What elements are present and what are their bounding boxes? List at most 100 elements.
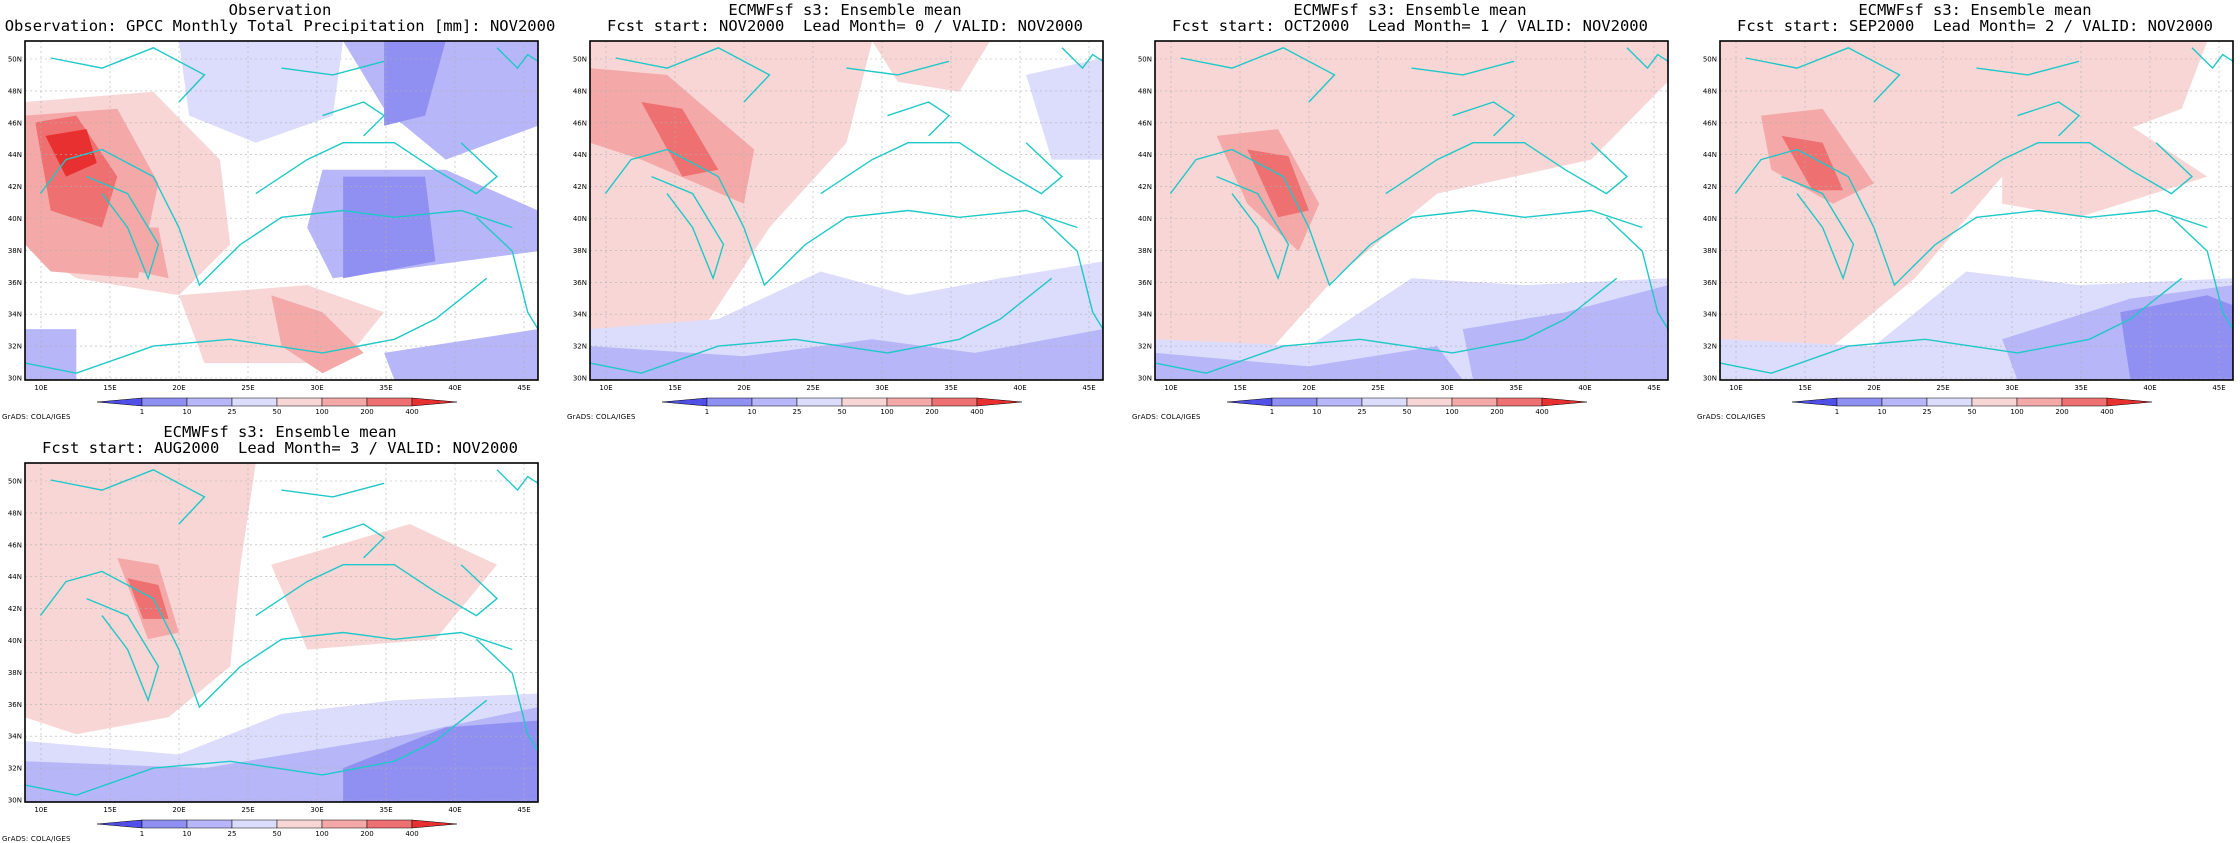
lon-tick-label: 35E [944, 384, 957, 392]
lat-tick-label: 32N [1138, 343, 1152, 351]
colorbar-label: 400 [1535, 408, 1548, 416]
lat-tick-label: 44N [573, 151, 587, 159]
colorbar-label: 200 [1490, 408, 1503, 416]
colorbar-label: 1 [705, 408, 709, 416]
colorbar-label: 50 [1403, 408, 1412, 416]
lat-tick-label: 30N [1138, 375, 1152, 383]
lon-tick-label: 10E [34, 384, 47, 392]
lon-tick-label: 45E [2212, 384, 2225, 392]
lat-tick-label: 46N [1703, 119, 1717, 127]
lat-tick-label: 42N [1703, 183, 1717, 191]
coastline [1452, 101, 1516, 137]
lat-tick-label: 34N [8, 311, 22, 319]
map-frame [1719, 40, 2234, 381]
colorbar-label: 1 [1835, 408, 1839, 416]
coastline [281, 60, 385, 76]
lat-tick-label: 36N [573, 279, 587, 287]
lat-tick-label: 32N [8, 765, 22, 773]
lat-tick-label: 50N [8, 478, 22, 486]
coastline [1719, 277, 2183, 374]
lat-tick-label: 46N [8, 541, 22, 549]
colorbar-swatch [1881, 397, 1928, 407]
map-panel-lead0: ECMWFsf s3: Ensemble mean Fcst start: NO… [565, 0, 1125, 421]
colorbar-swatch [1926, 397, 1973, 407]
lat-tick-label: 40N [8, 637, 22, 645]
colorbar-label: 25 [1358, 408, 1367, 416]
coastline [240, 209, 513, 245]
lat-tick-label: 44N [8, 573, 22, 581]
coastline [1745, 47, 1901, 103]
colorbar-swatch [1541, 397, 1588, 407]
coastline [604, 148, 806, 287]
lon-tick-label: 20E [737, 384, 750, 392]
colorbar-swatch [231, 397, 278, 407]
lon-tick-label: 35E [2074, 384, 2087, 392]
coastline [820, 141, 1064, 195]
colorbar-swatch [976, 397, 1023, 407]
coastline [1169, 148, 1371, 287]
coastline [2017, 101, 2081, 137]
panel-subtitle: Fcst start: OCT2000 Lead Month= 1 / VALI… [1172, 17, 1648, 35]
coastline [805, 209, 1078, 245]
coastline [24, 699, 488, 796]
colorbar-label: 400 [405, 830, 418, 838]
colorbar-swatch [276, 397, 323, 407]
colorbar-swatch [321, 397, 368, 407]
colorbar-label: 100 [2010, 408, 2023, 416]
colorbar-swatch [751, 397, 798, 407]
precip-map: 10E 15E 20E 25E 30E 35E 40E 45E 30N 32N 34N 36N 38N 4… [8, 462, 539, 838]
colorbar-swatch [931, 397, 978, 407]
map-frame [1154, 40, 1669, 381]
precip-region [590, 329, 1103, 380]
coastline [50, 47, 206, 103]
lat-tick-label: 36N [8, 701, 22, 709]
precip-region [271, 295, 364, 374]
lat-tick-label: 34N [1703, 311, 1717, 319]
lon-tick-label: 30E [310, 384, 323, 392]
lat-tick-label: 36N [8, 279, 22, 287]
lat-tick-label: 36N [1703, 279, 1717, 287]
lat-tick-label: 42N [8, 183, 22, 191]
precip-map: 10E 15E 20E 25E 30E 35E 40E 45E 30N 32N 34N 36N 38N 4… [1703, 40, 2234, 416]
lon-tick-label: 20E [1867, 384, 1880, 392]
precip-map: 10E 15E 20E 25E 30E 35E 40E 45E 30N 32N 34N 36N 38N 4… [8, 40, 539, 416]
lat-tick-label: 38N [8, 247, 22, 255]
lat-tick-label: 34N [573, 311, 587, 319]
colorbar-label: 1 [1270, 408, 1274, 416]
colorbar-label: 100 [315, 830, 328, 838]
lon-tick-label: 45E [517, 806, 530, 814]
panel-title: ECMWFsf s3: Ensemble mean [1858, 1, 2092, 19]
coastline [24, 277, 488, 374]
coastline [281, 482, 385, 498]
coastline [39, 570, 241, 709]
lat-tick-label: 40N [1138, 215, 1152, 223]
lon-tick-label: 10E [1729, 384, 1742, 392]
coastline [475, 638, 539, 752]
lon-tick-label: 40E [2143, 384, 2156, 392]
lon-tick-label: 15E [668, 384, 681, 392]
map-panel-observation: Observation Observation: GPCC Monthly To… [0, 0, 560, 421]
lat-tick-label: 48N [1138, 87, 1152, 95]
coastline [1626, 47, 1669, 70]
lon-tick-label: 15E [1233, 384, 1246, 392]
colorbar-swatch [796, 397, 843, 407]
lon-tick-label: 10E [34, 806, 47, 814]
lon-tick-label: 10E [599, 384, 612, 392]
lon-tick-label: 35E [379, 806, 392, 814]
colorbar-swatch [841, 397, 888, 407]
colorbar-swatch [2061, 397, 2108, 407]
colorbar-swatch [1836, 397, 1883, 407]
colorbar-swatch [96, 819, 143, 829]
colorbar-swatch [366, 397, 413, 407]
colorbar-swatch [141, 819, 188, 829]
precip-region [127, 227, 169, 279]
coastline [240, 631, 513, 667]
colorbar-swatch [886, 397, 933, 407]
colorbar-label: 50 [273, 408, 282, 416]
map-panel-lead2: ECMWFsf s3: Ensemble mean Fcst start: SE… [1695, 0, 2240, 421]
coastline [589, 277, 1053, 374]
grads-watermark: GrADS: COLA/IGES [2, 835, 71, 843]
coastline [1385, 141, 1629, 195]
precip-region [2120, 295, 2233, 380]
lon-tick-label: 25E [806, 384, 819, 392]
